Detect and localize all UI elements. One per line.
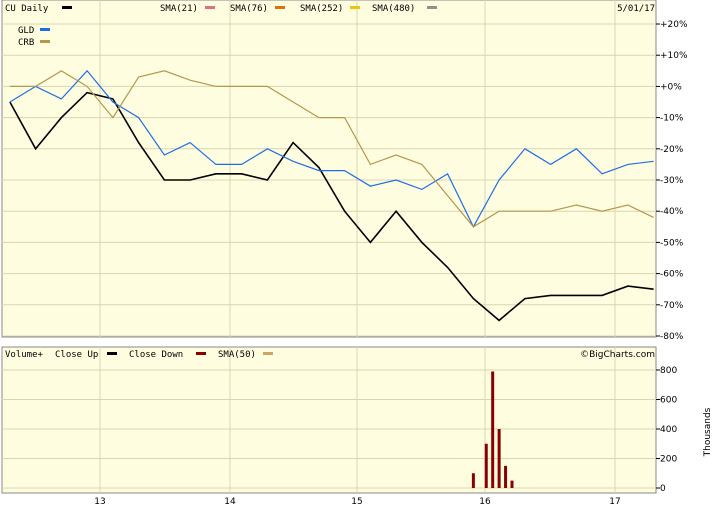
volume-bar [504,465,508,488]
legend-crb-swatch [40,40,50,43]
volume-legend-up-swatch [107,352,117,355]
volume-bar [491,371,495,488]
y-tick-label: -80% [660,332,684,342]
y-tick-label: -30% [660,176,684,186]
legend-sma76: SMA(76) [230,4,268,14]
volume-y-axis: 800 600 400 200 0 [656,366,677,494]
volume-legend: Volume+ Close Up Close Down SMA(50) ©Big… [5,350,713,457]
x-tick-label: 17 [609,497,620,507]
volume-legend-label2: Close Up [55,350,98,360]
volume-legend-label1: Volume+ [5,350,44,360]
volume-bar [484,443,488,488]
price-marks [9,69,654,322]
legend-sma252: SMA(252) [300,4,343,14]
legend-gld: GLD [18,26,34,36]
series-line-gld [9,69,654,229]
volume-marks [471,371,514,488]
legend-sma480-swatch [427,6,437,9]
volume-bar [497,429,501,488]
volume-grid [2,347,656,493]
x-tick-label: 13 [94,497,105,507]
volume-legend-down-swatch [196,352,206,355]
price-panel [1,0,657,338]
legend-date: 5/01/17 [617,4,655,14]
legend-symbol: CU Daily [5,4,49,14]
legend-sma76-swatch [275,6,285,9]
y-tick-label: -60% [660,270,684,280]
y-tick-label: -50% [660,238,684,248]
y-tick-label: -40% [660,207,684,217]
x-tick-label: 16 [479,497,491,507]
price-grid [2,0,656,337]
volume-y-tick-label: 400 [660,425,677,435]
volume-y-tick-label: 0 [660,484,666,494]
y-tick-label: -70% [660,301,684,311]
x-tick-label: 14 [224,497,236,507]
y-tick-label: +10% [660,51,688,61]
y-tick-label: +20% [660,20,688,30]
y-tick-label: -10% [660,114,684,124]
volume-bar [471,473,475,488]
legend-gld-swatch [40,28,50,31]
volume-panel [1,346,657,494]
volume-y-tick-label: 200 [660,455,677,465]
series-line-crb [9,70,654,228]
volume-bar [510,480,514,488]
volume-legend-label4: SMA(50) [218,350,256,360]
legend-crb: CRB [18,38,34,48]
volume-legend-label3: Close Down [129,350,183,360]
series-line-cu [9,91,654,322]
volume-unit-label: Thousands [703,407,713,457]
y-tick-label: +0% [660,82,682,92]
legend-symbol-swatch [62,6,72,9]
legend-sma21: SMA(21) [160,4,198,14]
legend: CU Daily SMA(21) SMA(76) SMA(252) SMA(48… [5,4,655,48]
x-tick-label: 15 [351,497,362,507]
legend-sma252-swatch [350,6,360,9]
x-axis: 13 14 15 16 17 [94,497,620,507]
volume-y-tick-label: 800 [660,366,677,376]
y-axis: +20% +10% +0% -10% -20% -30% -40% -50% -60% -70% -… [656,20,688,342]
legend-sma480: SMA(480) [372,4,415,14]
legend-sma21-swatch [205,6,215,9]
y-tick-label: -20% [660,145,684,155]
volume-legend-brand: ©BigCharts.com [580,350,655,360]
volume-y-tick-label: 600 [660,396,677,406]
volume-legend-sma-swatch [263,352,273,355]
